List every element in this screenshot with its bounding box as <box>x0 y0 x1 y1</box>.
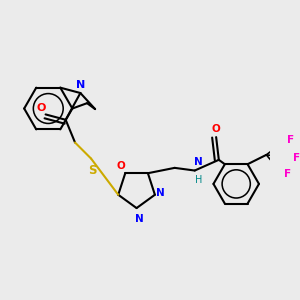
Text: N: N <box>76 80 86 90</box>
Text: N: N <box>156 188 165 198</box>
Text: H: H <box>195 175 202 184</box>
Text: S: S <box>88 164 97 177</box>
Text: F: F <box>293 152 300 163</box>
Text: O: O <box>116 160 125 170</box>
Text: N: N <box>135 214 144 224</box>
Text: N: N <box>194 157 203 167</box>
Text: O: O <box>37 103 46 113</box>
Text: F: F <box>287 135 294 145</box>
Text: O: O <box>212 124 220 134</box>
Text: F: F <box>284 169 291 178</box>
